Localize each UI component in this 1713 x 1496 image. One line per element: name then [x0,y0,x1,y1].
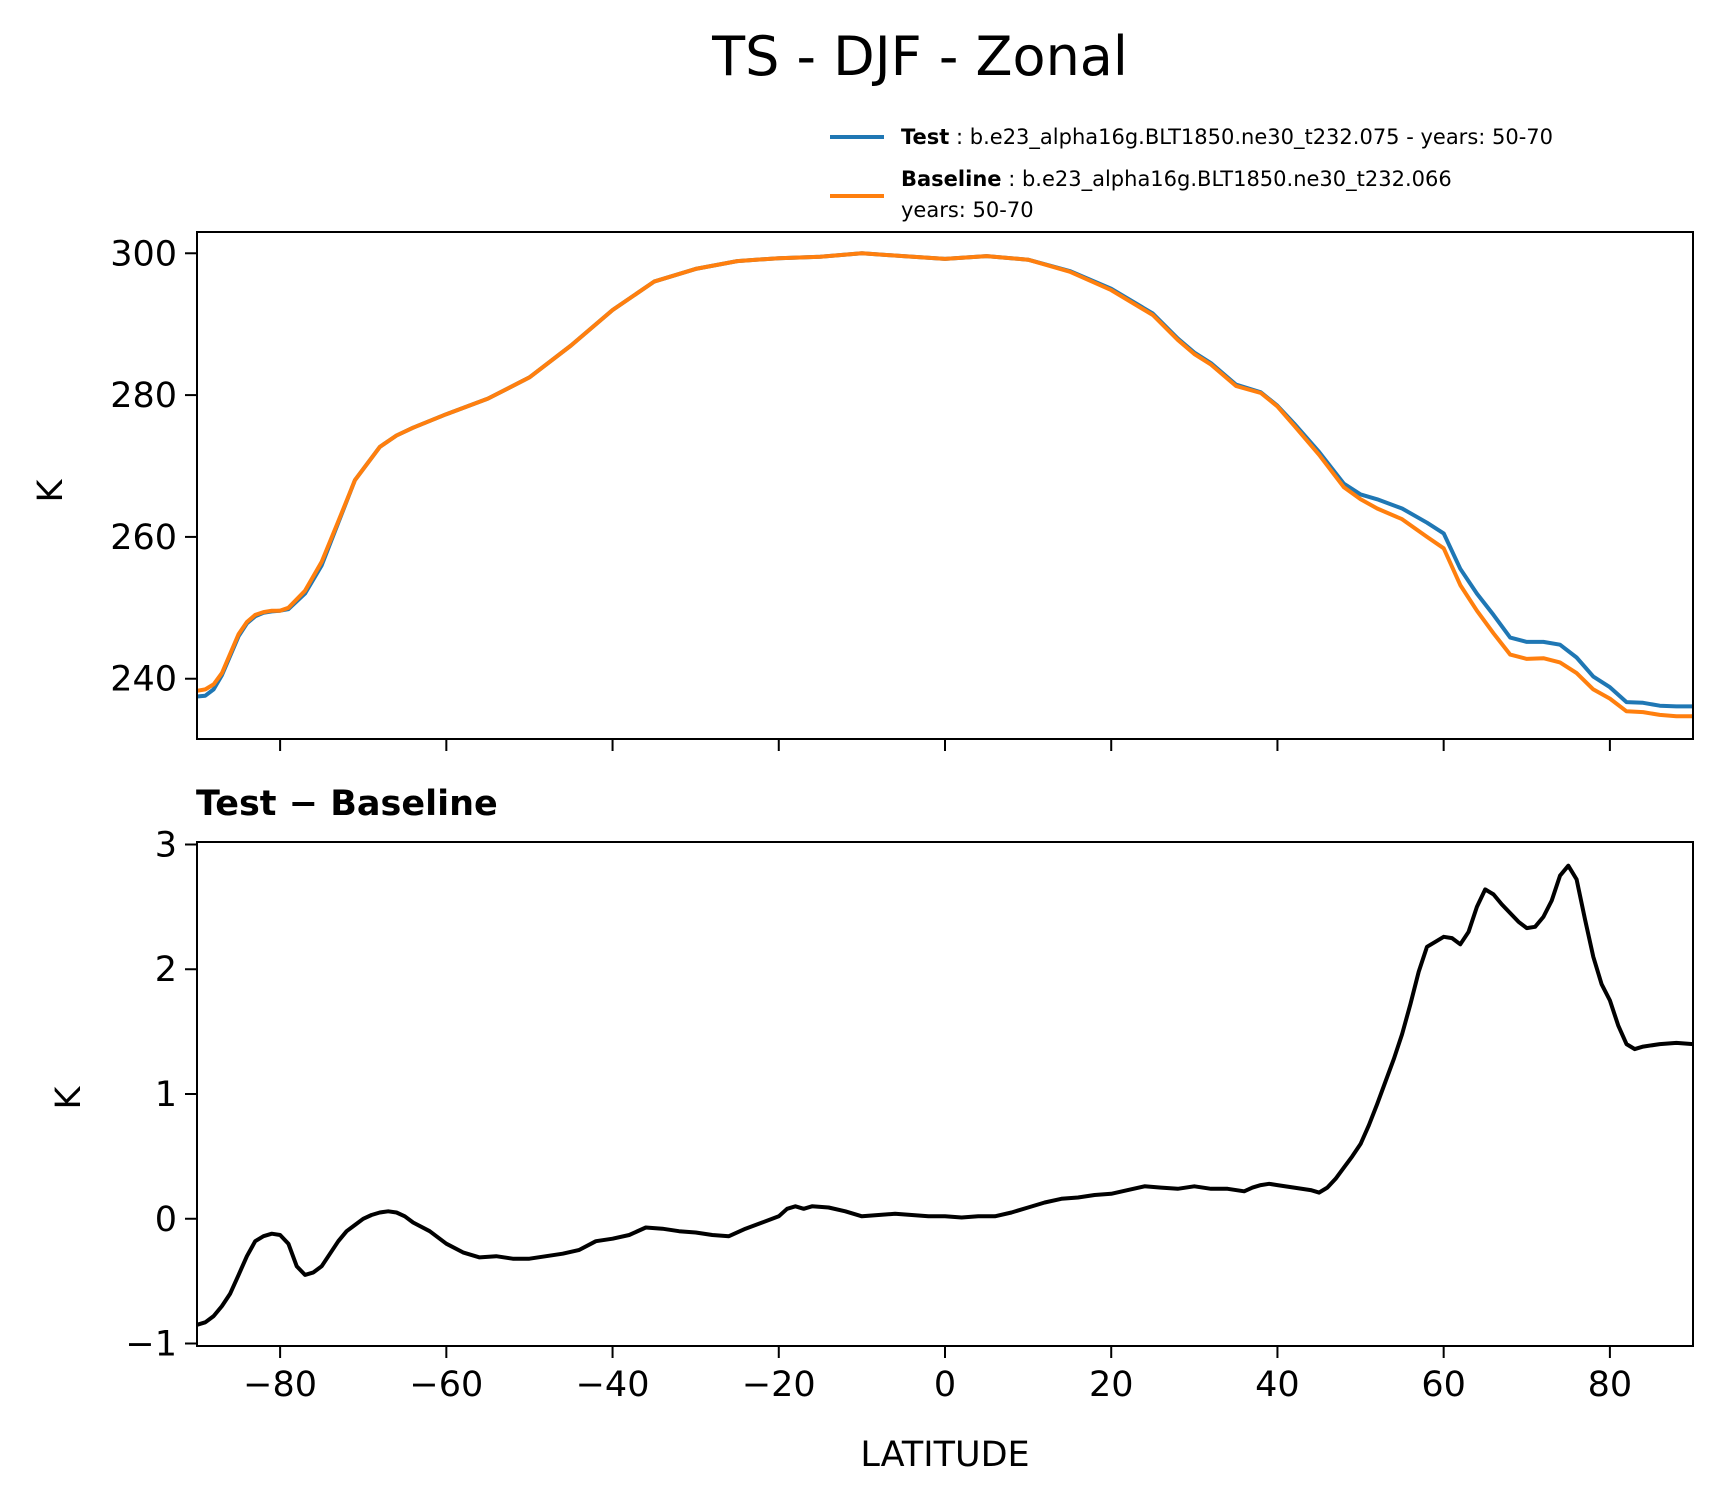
bottom-x-tick-label: −40 [576,1365,650,1405]
bottom-title: Test − Baseline [196,784,498,824]
bottom-x-tick-label: 20 [1089,1365,1134,1405]
legend-label-test: Test [901,125,949,149]
top-y-tick-label: 300 [110,234,177,274]
bottom-series-line-test-baseline [196,863,1694,1327]
top-series-line-baseline [196,251,1693,719]
bottom-x-tick-label: 0 [934,1365,956,1405]
bottom-y-tick-label: 2 [155,950,177,990]
bottom-x-tick-label: −20 [742,1365,816,1405]
figure-title: TS - DJF - Zonal [711,25,1128,88]
bottom-y-tick-label: 1 [155,1075,177,1115]
bottom-y-tick-label: 0 [155,1200,177,1240]
legend-entry-baseline: Baseline : b.e23_alpha16g.BLT1850.ne30_t… [901,167,1452,192]
bottom-x-tick-label: −80 [243,1365,317,1405]
legend-description-test: : b.e23_alpha16g.BLT1850.ne30_t232.075 -… [956,125,1553,150]
bottom-x-tick-label: 60 [1421,1365,1466,1405]
bottom-y-tick-label: −1 [125,1325,177,1365]
bottom-x-tick-label: 80 [1588,1365,1633,1405]
bottom-ylabel: K [49,1085,89,1109]
legend-entry-test: Test : b.e23_alpha16g.BLT1850.ne30_t232.… [901,125,1553,150]
x-axis-label: LATITUDE [860,1435,1029,1475]
bottom-y-tick-label: 3 [155,825,177,865]
legend: Test : b.e23_alpha16g.BLT1850.ne30_t232.… [830,125,1553,222]
bottom-axes: Test − Baseline K LATITUDE −80 −60 −40 −20 0… [49,784,1694,1475]
bottom-x-tick-label: 40 [1255,1365,1300,1405]
top-axes: K 240 260 280 300 [31,231,1694,751]
top-y-tick-label: 240 [110,660,177,700]
legend-label-baseline: Baseline [901,167,1002,191]
legend-description-baseline: : b.e23_alpha16g.BLT1850.ne30_t232.066 [1008,167,1452,192]
bottom-x-tick-label: −60 [409,1365,483,1405]
top-y-tick-label: 280 [110,376,177,416]
legend-baseline-years: years: 50-70 [901,198,1034,222]
top-y-tick-label: 260 [110,518,177,558]
top-ylabel: K [31,478,71,502]
